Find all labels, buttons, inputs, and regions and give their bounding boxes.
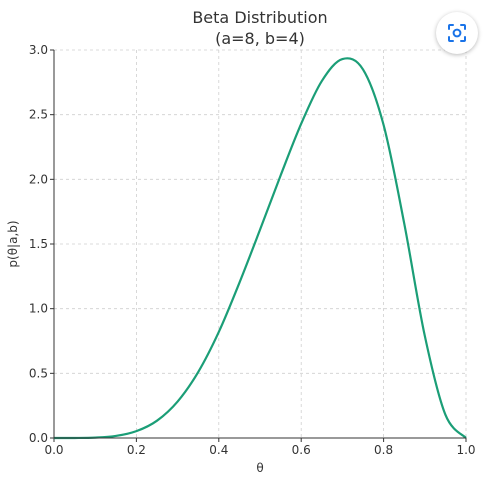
x-axis-ticks: 0.0 0.2 0.4 0.6 0.8 1.0 <box>44 438 476 457</box>
y-axis-ticks: 0.0 0.5 1.0 1.5 2.0 2.5 3.0 <box>29 43 54 445</box>
grid-lines <box>53 49 467 439</box>
y-tick-label: 0.0 <box>29 431 48 445</box>
chart-title: Beta Distribution <box>192 8 327 27</box>
x-tick-label: 0.6 <box>292 443 311 457</box>
y-tick-label: 1.0 <box>29 302 48 316</box>
lens-scan-icon <box>448 24 466 42</box>
x-tick-label: 1.0 <box>456 443 475 457</box>
x-tick-label: 0.0 <box>44 443 63 457</box>
series-line-beta <box>53 57 467 440</box>
y-tick-label: 2.0 <box>29 172 48 186</box>
x-tick-label: 0.2 <box>127 443 146 457</box>
y-tick-label: 2.5 <box>29 108 48 122</box>
lens-scan-button[interactable] <box>436 12 478 54</box>
y-axis-label: p(θ|a,b) <box>6 220 20 267</box>
y-tick-label: 3.0 <box>29 43 48 57</box>
x-tick-label: 0.8 <box>374 443 393 457</box>
y-tick-label: 0.5 <box>29 366 48 380</box>
x-axis-label: θ <box>256 461 263 475</box>
x-tick-label: 0.4 <box>209 443 228 457</box>
chart-subtitle: (a=8, b=4) <box>215 29 305 48</box>
y-tick-label: 1.5 <box>29 237 48 251</box>
